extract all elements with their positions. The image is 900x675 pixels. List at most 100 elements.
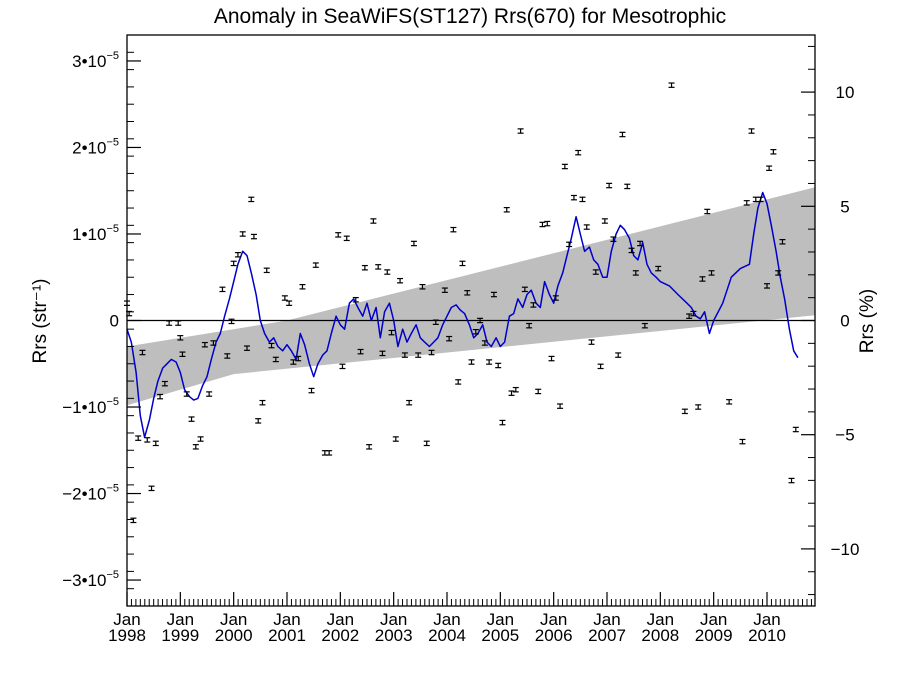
data-point bbox=[148, 485, 155, 492]
data-point bbox=[250, 233, 257, 240]
y-right-tick-label: 0 bbox=[840, 312, 849, 331]
data-point bbox=[552, 295, 559, 301]
data-point bbox=[255, 418, 262, 424]
x-tick-month: Jan bbox=[327, 610, 354, 629]
data-point bbox=[179, 351, 186, 358]
data-point bbox=[446, 335, 453, 342]
data-point bbox=[477, 317, 484, 324]
anomaly-smoothed-line bbox=[126, 191, 799, 439]
data-point bbox=[339, 363, 346, 370]
data-point bbox=[299, 283, 306, 290]
x-axis: Jan1998Jan1999Jan2000Jan2001Jan2002Jan20… bbox=[108, 592, 812, 645]
data-point bbox=[468, 359, 475, 365]
data-point bbox=[432, 319, 439, 325]
data-point bbox=[357, 348, 364, 355]
x-tick-month: Jan bbox=[540, 610, 567, 629]
data-point bbox=[161, 380, 168, 387]
data-point bbox=[234, 251, 241, 258]
y-tick-label: 0 bbox=[110, 312, 119, 331]
y-right-tick-label: 5 bbox=[840, 197, 849, 216]
data-point bbox=[561, 163, 568, 170]
data-point bbox=[295, 355, 302, 362]
right-y-axis-label: Rrs (%) bbox=[857, 289, 878, 353]
x-tick-month: Jan bbox=[700, 610, 727, 629]
data-point bbox=[326, 450, 333, 456]
data-point bbox=[268, 342, 275, 349]
data-point bbox=[415, 352, 422, 358]
y-tick-label: −3•10−5 bbox=[62, 569, 119, 590]
data-point bbox=[230, 260, 237, 267]
data-point bbox=[770, 149, 777, 155]
x-tick-month: Jan bbox=[753, 610, 780, 629]
data-point bbox=[544, 220, 551, 227]
data-point bbox=[748, 128, 755, 134]
data-point bbox=[406, 399, 413, 406]
data-point bbox=[206, 391, 213, 397]
data-point bbox=[370, 218, 377, 224]
x-tick-year: 2000 bbox=[215, 626, 253, 645]
data-point bbox=[244, 345, 250, 351]
data-point bbox=[495, 362, 502, 369]
data-point bbox=[632, 270, 639, 276]
data-point bbox=[708, 270, 715, 276]
data-point bbox=[655, 265, 662, 272]
x-tick-month: Jan bbox=[113, 610, 140, 629]
data-point bbox=[472, 328, 479, 335]
data-point bbox=[606, 182, 613, 189]
data-point bbox=[490, 291, 497, 298]
data-point bbox=[779, 239, 786, 245]
data-point bbox=[201, 341, 208, 348]
data-point bbox=[152, 440, 159, 447]
data-point bbox=[272, 356, 279, 363]
data-point bbox=[157, 393, 164, 400]
data-point bbox=[681, 408, 688, 415]
data-point bbox=[743, 200, 750, 206]
y-tick-label: 1•10−5 bbox=[72, 223, 119, 244]
data-point bbox=[619, 131, 626, 138]
data-point bbox=[135, 435, 142, 441]
x-tick-year: 2001 bbox=[268, 626, 306, 645]
data-point bbox=[757, 196, 764, 203]
x-tick-month: Jan bbox=[167, 610, 194, 629]
x-tick-year: 2005 bbox=[481, 626, 519, 645]
data-point bbox=[401, 352, 408, 358]
x-tick-month: Jan bbox=[433, 610, 460, 629]
data-point bbox=[379, 350, 386, 357]
data-point bbox=[548, 355, 555, 362]
data-point bbox=[499, 419, 506, 426]
x-tick-month: Jan bbox=[647, 610, 674, 629]
data-point bbox=[224, 353, 231, 359]
left-y-axis-label: Rrs (str⁻¹) bbox=[30, 279, 51, 364]
chart-title: Anomaly in SeaWiFS(ST127) Rrs(670) for M… bbox=[214, 5, 726, 28]
data-point bbox=[775, 270, 782, 276]
data-point bbox=[726, 399, 733, 405]
data-point bbox=[624, 183, 631, 190]
data-point bbox=[699, 276, 706, 282]
data-point bbox=[366, 444, 373, 450]
data-point bbox=[481, 340, 488, 346]
data-point bbox=[788, 477, 795, 484]
y-right-tick-label: −10 bbox=[831, 540, 860, 559]
data-point bbox=[450, 226, 457, 233]
data-point bbox=[175, 320, 182, 326]
data-point bbox=[704, 208, 711, 215]
data-point bbox=[695, 404, 702, 410]
data-point bbox=[539, 221, 546, 228]
data-point bbox=[375, 264, 382, 270]
x-tick-year: 2004 bbox=[428, 626, 466, 645]
data-point bbox=[419, 283, 426, 290]
data-point bbox=[575, 149, 582, 156]
data-point bbox=[290, 359, 297, 365]
data-point bbox=[219, 286, 226, 293]
x-tick-month: Jan bbox=[487, 610, 514, 629]
anomaly-points-layer bbox=[124, 82, 799, 524]
data-point bbox=[597, 363, 604, 370]
data-point bbox=[166, 320, 173, 326]
data-point bbox=[130, 517, 137, 524]
data-point bbox=[423, 440, 430, 447]
y-tick-label: 2•10−5 bbox=[72, 136, 119, 157]
data-point bbox=[464, 290, 471, 296]
y-tick-label: −2•10−5 bbox=[62, 483, 119, 504]
data-point bbox=[286, 300, 293, 306]
